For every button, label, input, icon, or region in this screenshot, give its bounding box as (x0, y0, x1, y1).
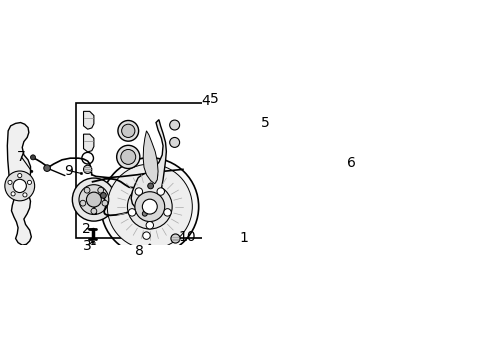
Circle shape (28, 180, 31, 185)
Circle shape (84, 187, 90, 193)
Circle shape (44, 165, 50, 171)
Circle shape (117, 145, 139, 169)
Circle shape (169, 120, 179, 130)
Circle shape (135, 188, 142, 195)
Text: 7: 7 (17, 150, 26, 164)
Circle shape (251, 125, 253, 128)
Circle shape (121, 150, 136, 164)
Circle shape (135, 192, 165, 222)
Circle shape (91, 241, 94, 243)
Polygon shape (83, 111, 94, 129)
Circle shape (100, 192, 106, 198)
Circle shape (148, 183, 153, 189)
Circle shape (170, 234, 180, 243)
Polygon shape (131, 120, 166, 210)
Circle shape (86, 192, 101, 207)
Circle shape (79, 185, 108, 215)
Circle shape (107, 164, 192, 249)
Circle shape (90, 244, 97, 251)
Circle shape (91, 228, 94, 231)
Circle shape (169, 137, 179, 147)
Circle shape (164, 208, 171, 216)
Circle shape (17, 174, 22, 178)
Circle shape (121, 124, 135, 137)
Circle shape (142, 199, 157, 214)
Text: 3: 3 (82, 239, 91, 253)
Polygon shape (285, 188, 304, 208)
Circle shape (157, 188, 164, 195)
Polygon shape (210, 101, 229, 132)
Text: 1: 1 (239, 231, 248, 245)
Circle shape (91, 208, 97, 214)
Circle shape (142, 211, 147, 216)
Text: 8: 8 (135, 244, 144, 258)
Bar (257, 158, 331, 266)
Text: 5: 5 (210, 92, 218, 106)
Circle shape (80, 172, 83, 175)
Text: 2: 2 (82, 222, 91, 236)
Polygon shape (7, 122, 31, 245)
Circle shape (13, 179, 26, 192)
Polygon shape (83, 134, 94, 152)
Circle shape (101, 158, 198, 256)
Circle shape (83, 165, 91, 174)
Text: 5: 5 (260, 116, 269, 130)
Polygon shape (310, 161, 321, 174)
Circle shape (214, 218, 217, 220)
Text: 4: 4 (201, 94, 210, 109)
Text: 6: 6 (347, 156, 356, 170)
Circle shape (23, 193, 27, 197)
Polygon shape (285, 159, 303, 176)
Bar (76, 103, 210, 238)
Polygon shape (262, 218, 284, 240)
Circle shape (146, 222, 153, 229)
Polygon shape (260, 191, 280, 213)
Circle shape (102, 200, 107, 206)
Circle shape (80, 200, 86, 206)
Circle shape (5, 171, 34, 201)
Circle shape (11, 192, 15, 196)
Polygon shape (230, 107, 250, 143)
Text: 9: 9 (64, 164, 73, 177)
Polygon shape (143, 131, 158, 184)
Polygon shape (261, 161, 278, 182)
Circle shape (72, 178, 115, 221)
Circle shape (142, 232, 150, 239)
Circle shape (30, 155, 35, 160)
Circle shape (148, 244, 151, 246)
Circle shape (128, 208, 136, 216)
Circle shape (127, 184, 172, 229)
Circle shape (30, 170, 33, 173)
Circle shape (98, 187, 104, 193)
Text: 10: 10 (178, 230, 196, 244)
Circle shape (118, 120, 138, 141)
Circle shape (8, 180, 12, 185)
